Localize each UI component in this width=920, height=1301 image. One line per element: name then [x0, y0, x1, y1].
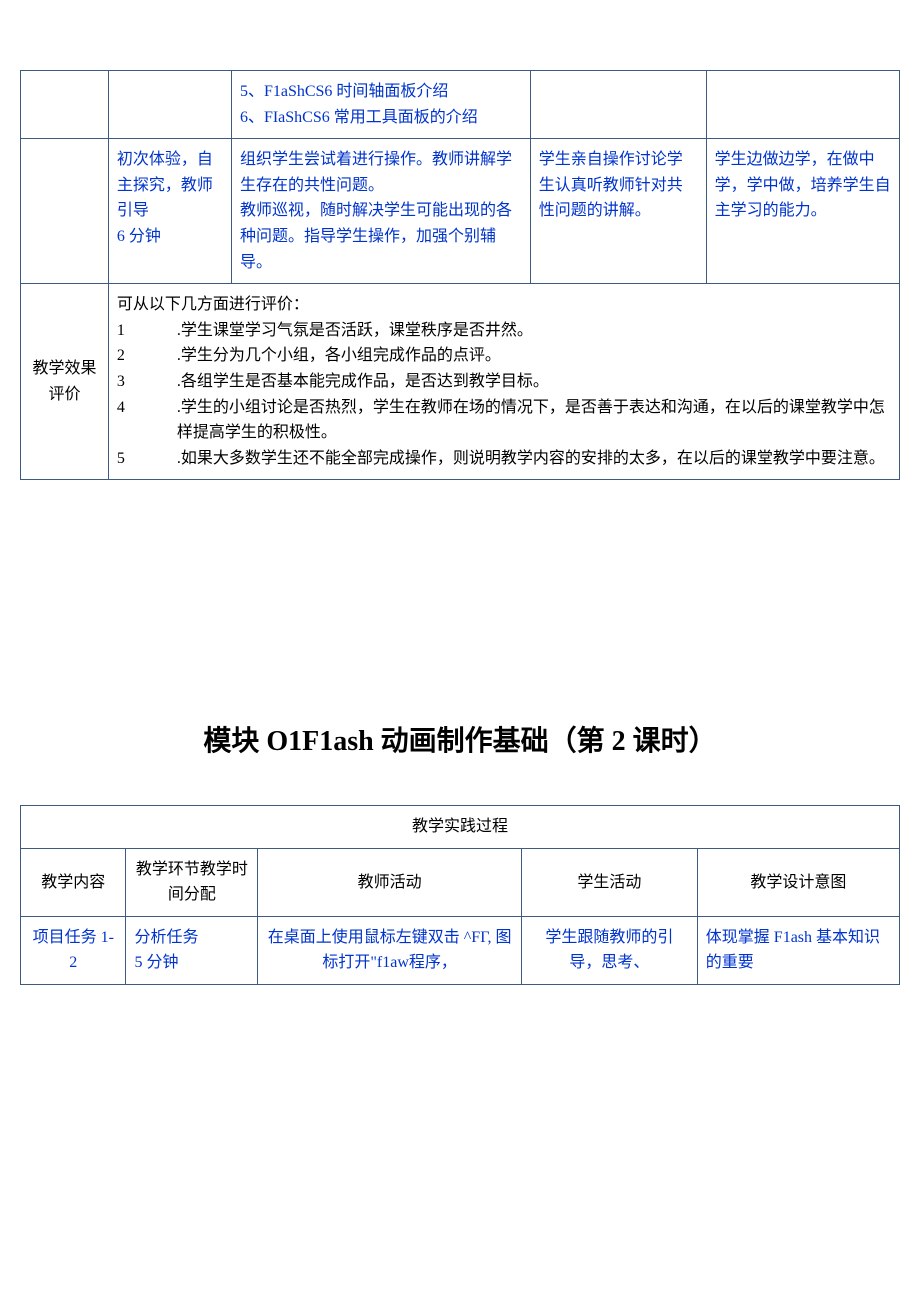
table1-r2c2: 初次体验，自主探究，教师引导 6 分钟 — [108, 139, 231, 284]
eval-item-2: 2.学生分为几个小组，各小组完成作品的点评。 — [117, 343, 891, 369]
table2-row1: 项目任务 1-2 分析任务 5 分钟 在桌面上使用鼠标左键双击 ^FΓ, 图标打… — [21, 916, 900, 984]
table2-header-row: 教学实践过程 — [21, 806, 900, 849]
table1-row3: 教学效果评价 可从以下几方面进行评价： 1.学生课堂学习气氛是否活跃，课堂秩序是… — [21, 284, 900, 480]
table1-r3-merged: 可从以下几方面进行评价： 1.学生课堂学习气氛是否活跃，课堂秩序是否井然。 2.… — [108, 284, 899, 480]
table2-h5: 教学设计意图 — [697, 848, 899, 916]
table1-r1c2 — [108, 71, 231, 139]
table1-r3c1: 教学效果评价 — [21, 284, 109, 480]
table2-r1c1: 项目任务 1-2 — [21, 916, 126, 984]
teaching-table-1: 5、F1aShCS6 时间轴面板介绍 6、FIaShCS6 常用工具面板的介绍 … — [20, 70, 900, 480]
eval-item-5: 5.如果大多数学生还不能全部完成操作，则说明教学内容的安排的太多，在以后的课堂教… — [117, 446, 891, 472]
table1-r2c5: 学生边做边学，在做中学，学中做，培养学生自主学习的能力。 — [706, 139, 899, 284]
table1-r1c4 — [530, 71, 706, 139]
table2-h1: 教学内容 — [21, 848, 126, 916]
table2-r1c2: 分析任务 5 分钟 — [126, 916, 258, 984]
table1-row2: 初次体验，自主探究，教师引导 6 分钟 组织学生尝试着进行操作。教师讲解学生存在… — [21, 139, 900, 284]
table1-row1: 5、F1aShCS6 时间轴面板介绍 6、FIaShCS6 常用工具面板的介绍 — [21, 71, 900, 139]
eval-list: 1.学生课堂学习气氛是否活跃，课堂秩序是否井然。 2.学生分为几个小组，各小组完… — [117, 318, 891, 472]
eval-item-4: 4.学生的小组讨论是否热烈，学生在教师在场的情况下，是否善于表达和沟通，在以后的… — [117, 395, 891, 446]
table1-r2c4: 学生亲自操作讨论学生认真听教师针对共性问题的讲解。 — [530, 139, 706, 284]
r1c3-line1: 5、F1aShCS6 时间轴面板介绍 — [240, 79, 522, 105]
table2-col-headers: 教学内容 教学环节教学时间分配 教师活动 学生活动 教学设计意图 — [21, 848, 900, 916]
table2-r1c4: 学生跟随教师的引导，思考、 — [522, 916, 698, 984]
eval-item-3: 3.各组学生是否基本能完成作品，是否达到教学目标。 — [117, 369, 891, 395]
table2-r1c5: 体现掌握 F1ash 基本知识的重要 — [697, 916, 899, 984]
table1-r2c3: 组织学生尝试着进行操作。教师讲解学生存在的共性问题。 教师巡视，随时解决学生可能… — [231, 139, 530, 284]
table1-r2c1 — [21, 139, 109, 284]
table2-h2: 教学环节教学时间分配 — [126, 848, 258, 916]
eval-intro: 可从以下几方面进行评价： — [117, 292, 891, 318]
section-title: 模块 O1F1ash 动画制作基础（第 2 课时） — [20, 720, 900, 765]
table1-r1c1 — [21, 71, 109, 139]
table2-h4: 学生活动 — [522, 848, 698, 916]
table2-r1c3: 在桌面上使用鼠标左键双击 ^FΓ, 图标打开"f1aw程序， — [258, 916, 522, 984]
table1-r1c5 — [706, 71, 899, 139]
teaching-table-2: 教学实践过程 教学内容 教学环节教学时间分配 教师活动 学生活动 教学设计意图 … — [20, 805, 900, 985]
eval-item-1: 1.学生课堂学习气氛是否活跃，课堂秩序是否井然。 — [117, 318, 891, 344]
table2-merged-header: 教学实践过程 — [21, 806, 900, 849]
table1-r1c3: 5、F1aShCS6 时间轴面板介绍 6、FIaShCS6 常用工具面板的介绍 — [231, 71, 530, 139]
table2-h3: 教师活动 — [258, 848, 522, 916]
r1c3-line2: 6、FIaShCS6 常用工具面板的介绍 — [240, 105, 522, 131]
